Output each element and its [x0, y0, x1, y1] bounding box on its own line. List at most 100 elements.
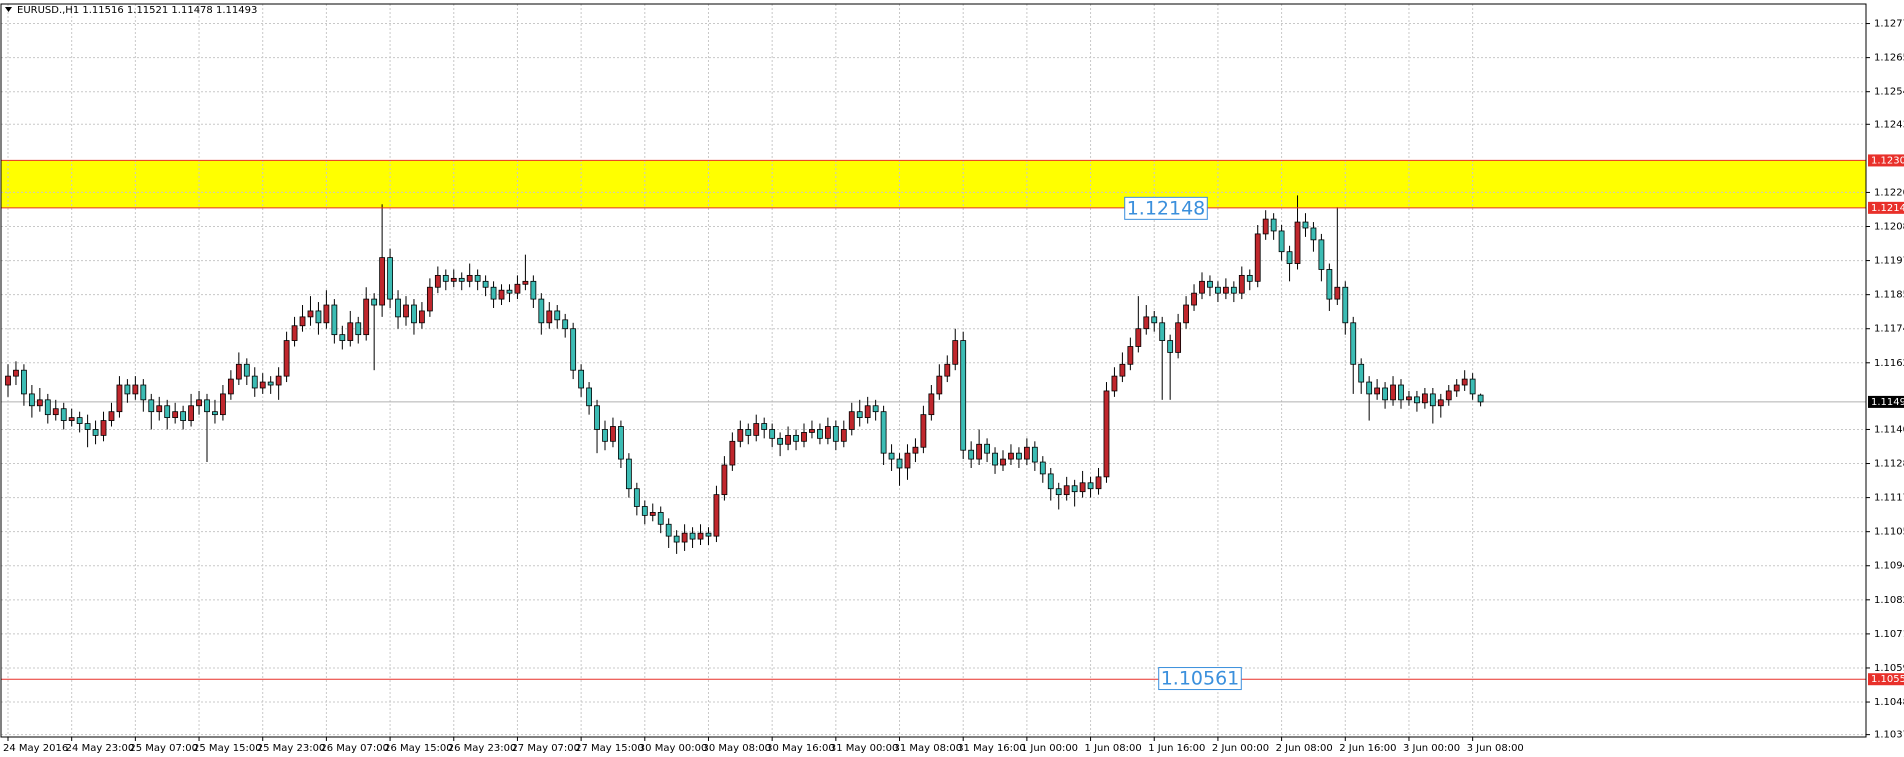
candle-body	[212, 411, 218, 416]
candle-body	[562, 319, 569, 330]
candle-body	[1199, 280, 1205, 294]
x-tick-label: 2 Jun 08:00	[1276, 743, 1333, 754]
candle-body	[5, 375, 11, 386]
candle-body	[649, 512, 656, 516]
candle-body	[864, 405, 871, 419]
candle-body	[498, 289, 505, 300]
candle-body	[705, 532, 712, 537]
candle-body	[1222, 286, 1229, 294]
x-tick-label: 1 Jun 08:00	[1085, 743, 1142, 754]
current-price-box	[1868, 395, 1904, 408]
candle-body	[434, 274, 441, 288]
y-tick-label: 1.11055	[1874, 527, 1904, 538]
candle-body	[419, 310, 425, 324]
x-tick-label: 24 May 23:00	[66, 743, 135, 754]
candle-body	[1246, 274, 1253, 282]
candle-body	[1302, 221, 1309, 229]
candle-body	[681, 532, 688, 543]
candle-body	[1445, 390, 1452, 401]
candle-body	[1191, 292, 1197, 306]
y-tick-label: 1.10940	[1874, 561, 1904, 572]
x-tick-label: 1 Jun 16:00	[1148, 743, 1205, 754]
annotation-box	[1158, 667, 1242, 691]
x-tick-label: 3 Jun 08:00	[1467, 743, 1524, 754]
candle-body	[1023, 446, 1030, 460]
y-tick-label: 1.12430	[1874, 119, 1904, 130]
candles-layer	[5, 195, 1484, 554]
candle-body	[1278, 230, 1285, 253]
candle-body	[196, 399, 202, 407]
candle-body	[148, 399, 155, 413]
candle-body	[570, 328, 577, 371]
candle-body	[1127, 346, 1134, 365]
candle-body	[992, 452, 998, 466]
candle-body	[1175, 322, 1182, 353]
candle-body	[952, 340, 959, 365]
candle-body	[1310, 227, 1317, 241]
candle-body	[856, 411, 863, 419]
candle-body	[1079, 482, 1086, 493]
y-tick-label: 1.10710	[1874, 629, 1904, 640]
annotation-box	[1124, 196, 1208, 220]
candle-body	[1453, 384, 1460, 392]
candle-body	[960, 340, 967, 451]
candle-body	[315, 310, 322, 324]
candle-body	[259, 381, 266, 389]
candle-body	[220, 393, 226, 416]
candle-body	[474, 274, 481, 282]
x-tick-label: 31 May 00:00	[830, 743, 899, 754]
candle-body	[713, 494, 720, 537]
candle-body	[164, 405, 171, 419]
y-tick-label: 1.12200	[1874, 187, 1904, 198]
candle-body	[697, 532, 704, 540]
y-tick-label: 1.11855	[1874, 290, 1904, 301]
candle-body	[283, 340, 290, 377]
candle-body	[1437, 399, 1444, 407]
candle-body	[1358, 363, 1365, 383]
candle-body	[1421, 393, 1428, 404]
y-tick-label: 1.12655	[1874, 53, 1904, 64]
candle-body	[347, 322, 354, 341]
candle-body	[824, 426, 831, 439]
zone	[1, 160, 1866, 208]
candle-body	[944, 363, 951, 377]
candle-body	[395, 298, 401, 318]
level-box	[1868, 154, 1904, 167]
candle-body	[307, 310, 314, 318]
level-label: 1.12148	[1871, 203, 1904, 214]
candle-body	[1254, 233, 1261, 282]
candle-body	[912, 446, 919, 454]
candle-body	[641, 506, 648, 516]
candle-body	[1095, 476, 1102, 490]
candle-body	[1477, 394, 1484, 403]
candle-body	[1016, 452, 1022, 460]
candle-body	[13, 369, 19, 377]
x-tick-label: 30 May 00:00	[639, 743, 708, 754]
candle-body	[1008, 452, 1014, 460]
candle-body	[1406, 396, 1412, 401]
y-tick-label: 1.11170	[1874, 493, 1904, 504]
y-tick-label: 1.11740	[1874, 324, 1904, 335]
candle-body	[291, 325, 298, 341]
candle-body	[848, 411, 855, 430]
candle-body	[920, 414, 927, 448]
candle-body	[976, 443, 983, 460]
candle-body	[1135, 328, 1142, 347]
candle-body	[124, 384, 131, 395]
candle-body	[928, 393, 935, 416]
candle-body	[490, 286, 497, 300]
level-box	[1868, 673, 1904, 686]
candle-body	[761, 423, 768, 430]
candle-body	[880, 411, 887, 454]
candle-body	[586, 387, 592, 407]
x-tick-label: 25 May 23:00	[257, 743, 326, 754]
candle-body	[1238, 274, 1245, 294]
candle-body	[275, 375, 282, 386]
candle-body	[188, 405, 194, 421]
candle-body	[1342, 286, 1349, 324]
candle-body	[610, 426, 616, 442]
y-tick-label: 1.12770	[1874, 19, 1904, 30]
candle-body	[44, 399, 51, 416]
candle-body	[156, 405, 163, 413]
